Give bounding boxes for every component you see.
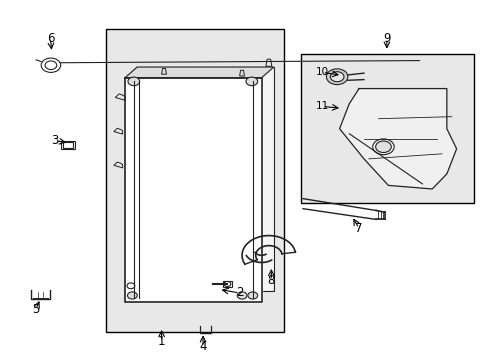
Circle shape bbox=[245, 77, 257, 86]
Polygon shape bbox=[339, 89, 456, 189]
Text: 1: 1 bbox=[158, 335, 165, 348]
Bar bbox=[300, 54, 473, 203]
Circle shape bbox=[247, 292, 257, 299]
Bar bbox=[105, 30, 283, 332]
Circle shape bbox=[330, 72, 343, 82]
Bar bbox=[223, 282, 231, 287]
Circle shape bbox=[224, 282, 230, 287]
Text: 6: 6 bbox=[46, 32, 54, 45]
Circle shape bbox=[237, 292, 246, 299]
Bar bbox=[61, 140, 75, 149]
Circle shape bbox=[128, 77, 140, 86]
Text: 7: 7 bbox=[355, 222, 362, 235]
Text: 10: 10 bbox=[315, 67, 328, 77]
Text: 2: 2 bbox=[235, 287, 243, 300]
Polygon shape bbox=[125, 67, 273, 78]
Text: 8: 8 bbox=[267, 274, 274, 287]
Text: 4: 4 bbox=[199, 340, 206, 353]
Text: 5: 5 bbox=[32, 303, 40, 316]
Text: 3: 3 bbox=[52, 134, 59, 147]
Text: 11: 11 bbox=[315, 102, 328, 112]
Circle shape bbox=[375, 141, 390, 153]
Text: 9: 9 bbox=[383, 32, 390, 45]
Circle shape bbox=[127, 292, 137, 299]
Polygon shape bbox=[137, 67, 273, 291]
Circle shape bbox=[326, 69, 347, 85]
Circle shape bbox=[127, 283, 135, 289]
Bar bbox=[63, 142, 73, 148]
Polygon shape bbox=[125, 78, 261, 302]
